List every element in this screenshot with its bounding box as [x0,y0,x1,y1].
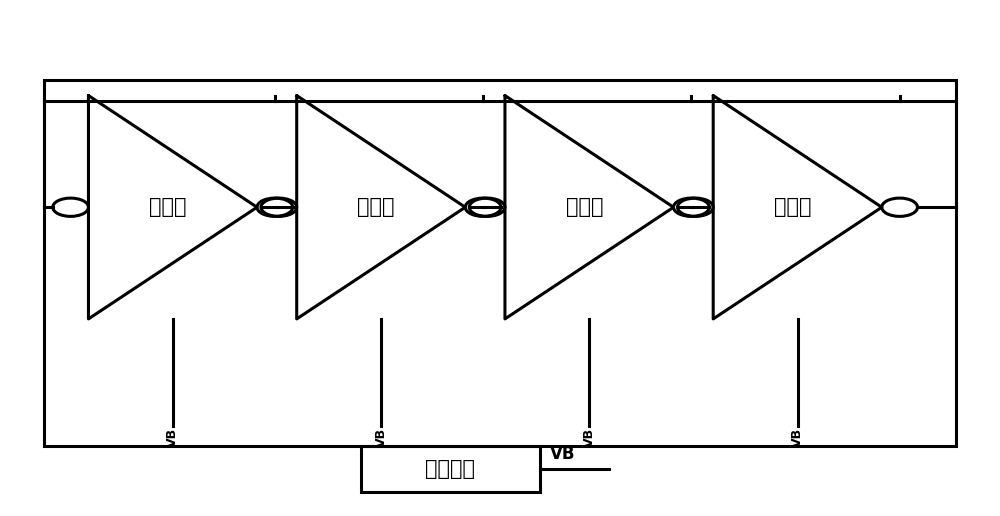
Text: VB: VB [375,428,388,447]
Text: 反相器: 反相器 [566,197,603,217]
Text: 反相器: 反相器 [149,197,187,217]
Text: VB: VB [583,428,596,447]
Text: VB: VB [791,428,804,447]
Text: VB: VB [166,428,179,447]
Text: VB: VB [550,445,575,462]
Text: 反相器: 反相器 [357,197,395,217]
Text: 偏置电路: 偏置电路 [425,459,475,479]
Text: 反相器: 反相器 [774,197,811,217]
Bar [361,446,540,492]
Bar [44,80,956,446]
